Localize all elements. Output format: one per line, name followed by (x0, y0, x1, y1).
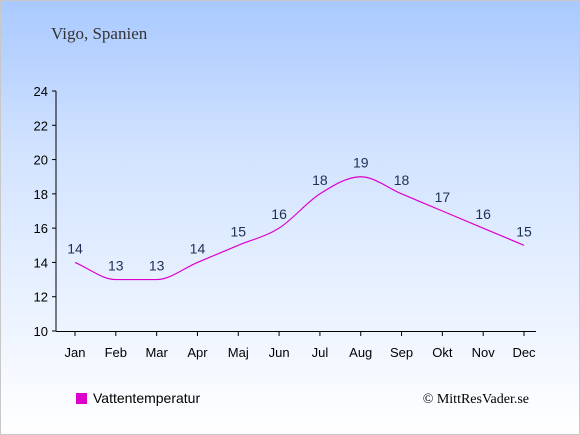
x-axis: Jan Feb Mar Apr Maj Jun Jul Aug Sep Okt Nov Dec (56, 331, 536, 360)
data-label: 13 (149, 258, 165, 274)
x-tick-label: Jan (65, 345, 86, 360)
data-label: 18 (394, 172, 410, 188)
x-tick-label: Sep (390, 345, 413, 360)
data-label: 15 (516, 223, 532, 239)
data-label: 13 (108, 258, 124, 274)
y-tick-label: 22 (34, 118, 48, 133)
y-tick-label: 14 (34, 255, 48, 270)
credit-text: © MittResVader.se (423, 392, 529, 407)
x-tick-label: Aug (349, 345, 372, 360)
y-tick-label: 16 (34, 221, 48, 236)
x-tick-label: Mar (145, 345, 168, 360)
data-label: 18 (312, 172, 328, 188)
x-tick-label: Apr (187, 345, 208, 360)
y-tick-label: 24 (34, 84, 48, 99)
legend-label: Vattentemperatur (93, 390, 200, 406)
data-label: 16 (271, 206, 287, 222)
data-label: 14 (67, 240, 83, 256)
x-tick-label: Feb (105, 345, 127, 360)
data-label: 15 (230, 223, 246, 239)
data-label: 14 (190, 240, 206, 256)
x-tick-label: Maj (228, 345, 249, 360)
y-tick-label: 18 (34, 187, 48, 202)
legend: Vattentemperatur (76, 390, 200, 406)
data-label: 16 (475, 206, 491, 222)
x-tick-label: Dec (512, 345, 536, 360)
data-labels: 14 13 13 14 15 16 18 19 18 17 16 15 (67, 155, 532, 274)
data-label: 19 (353, 155, 369, 171)
y-axis: 10 12 14 16 18 20 22 24 (34, 84, 57, 339)
y-tick-label: 10 (34, 324, 48, 339)
x-tick-label: Jul (312, 345, 329, 360)
data-label: 17 (435, 189, 451, 205)
y-tick-label: 12 (34, 290, 48, 305)
x-tick-label: Nov (472, 345, 496, 360)
chart-title: Vigo, Spanien (51, 24, 148, 43)
x-tick-label: Jun (269, 345, 290, 360)
legend-swatch (76, 393, 87, 404)
x-tick-label: Okt (432, 345, 453, 360)
y-tick-label: 20 (34, 153, 48, 168)
series-line-vattentemperatur (74, 176, 525, 281)
